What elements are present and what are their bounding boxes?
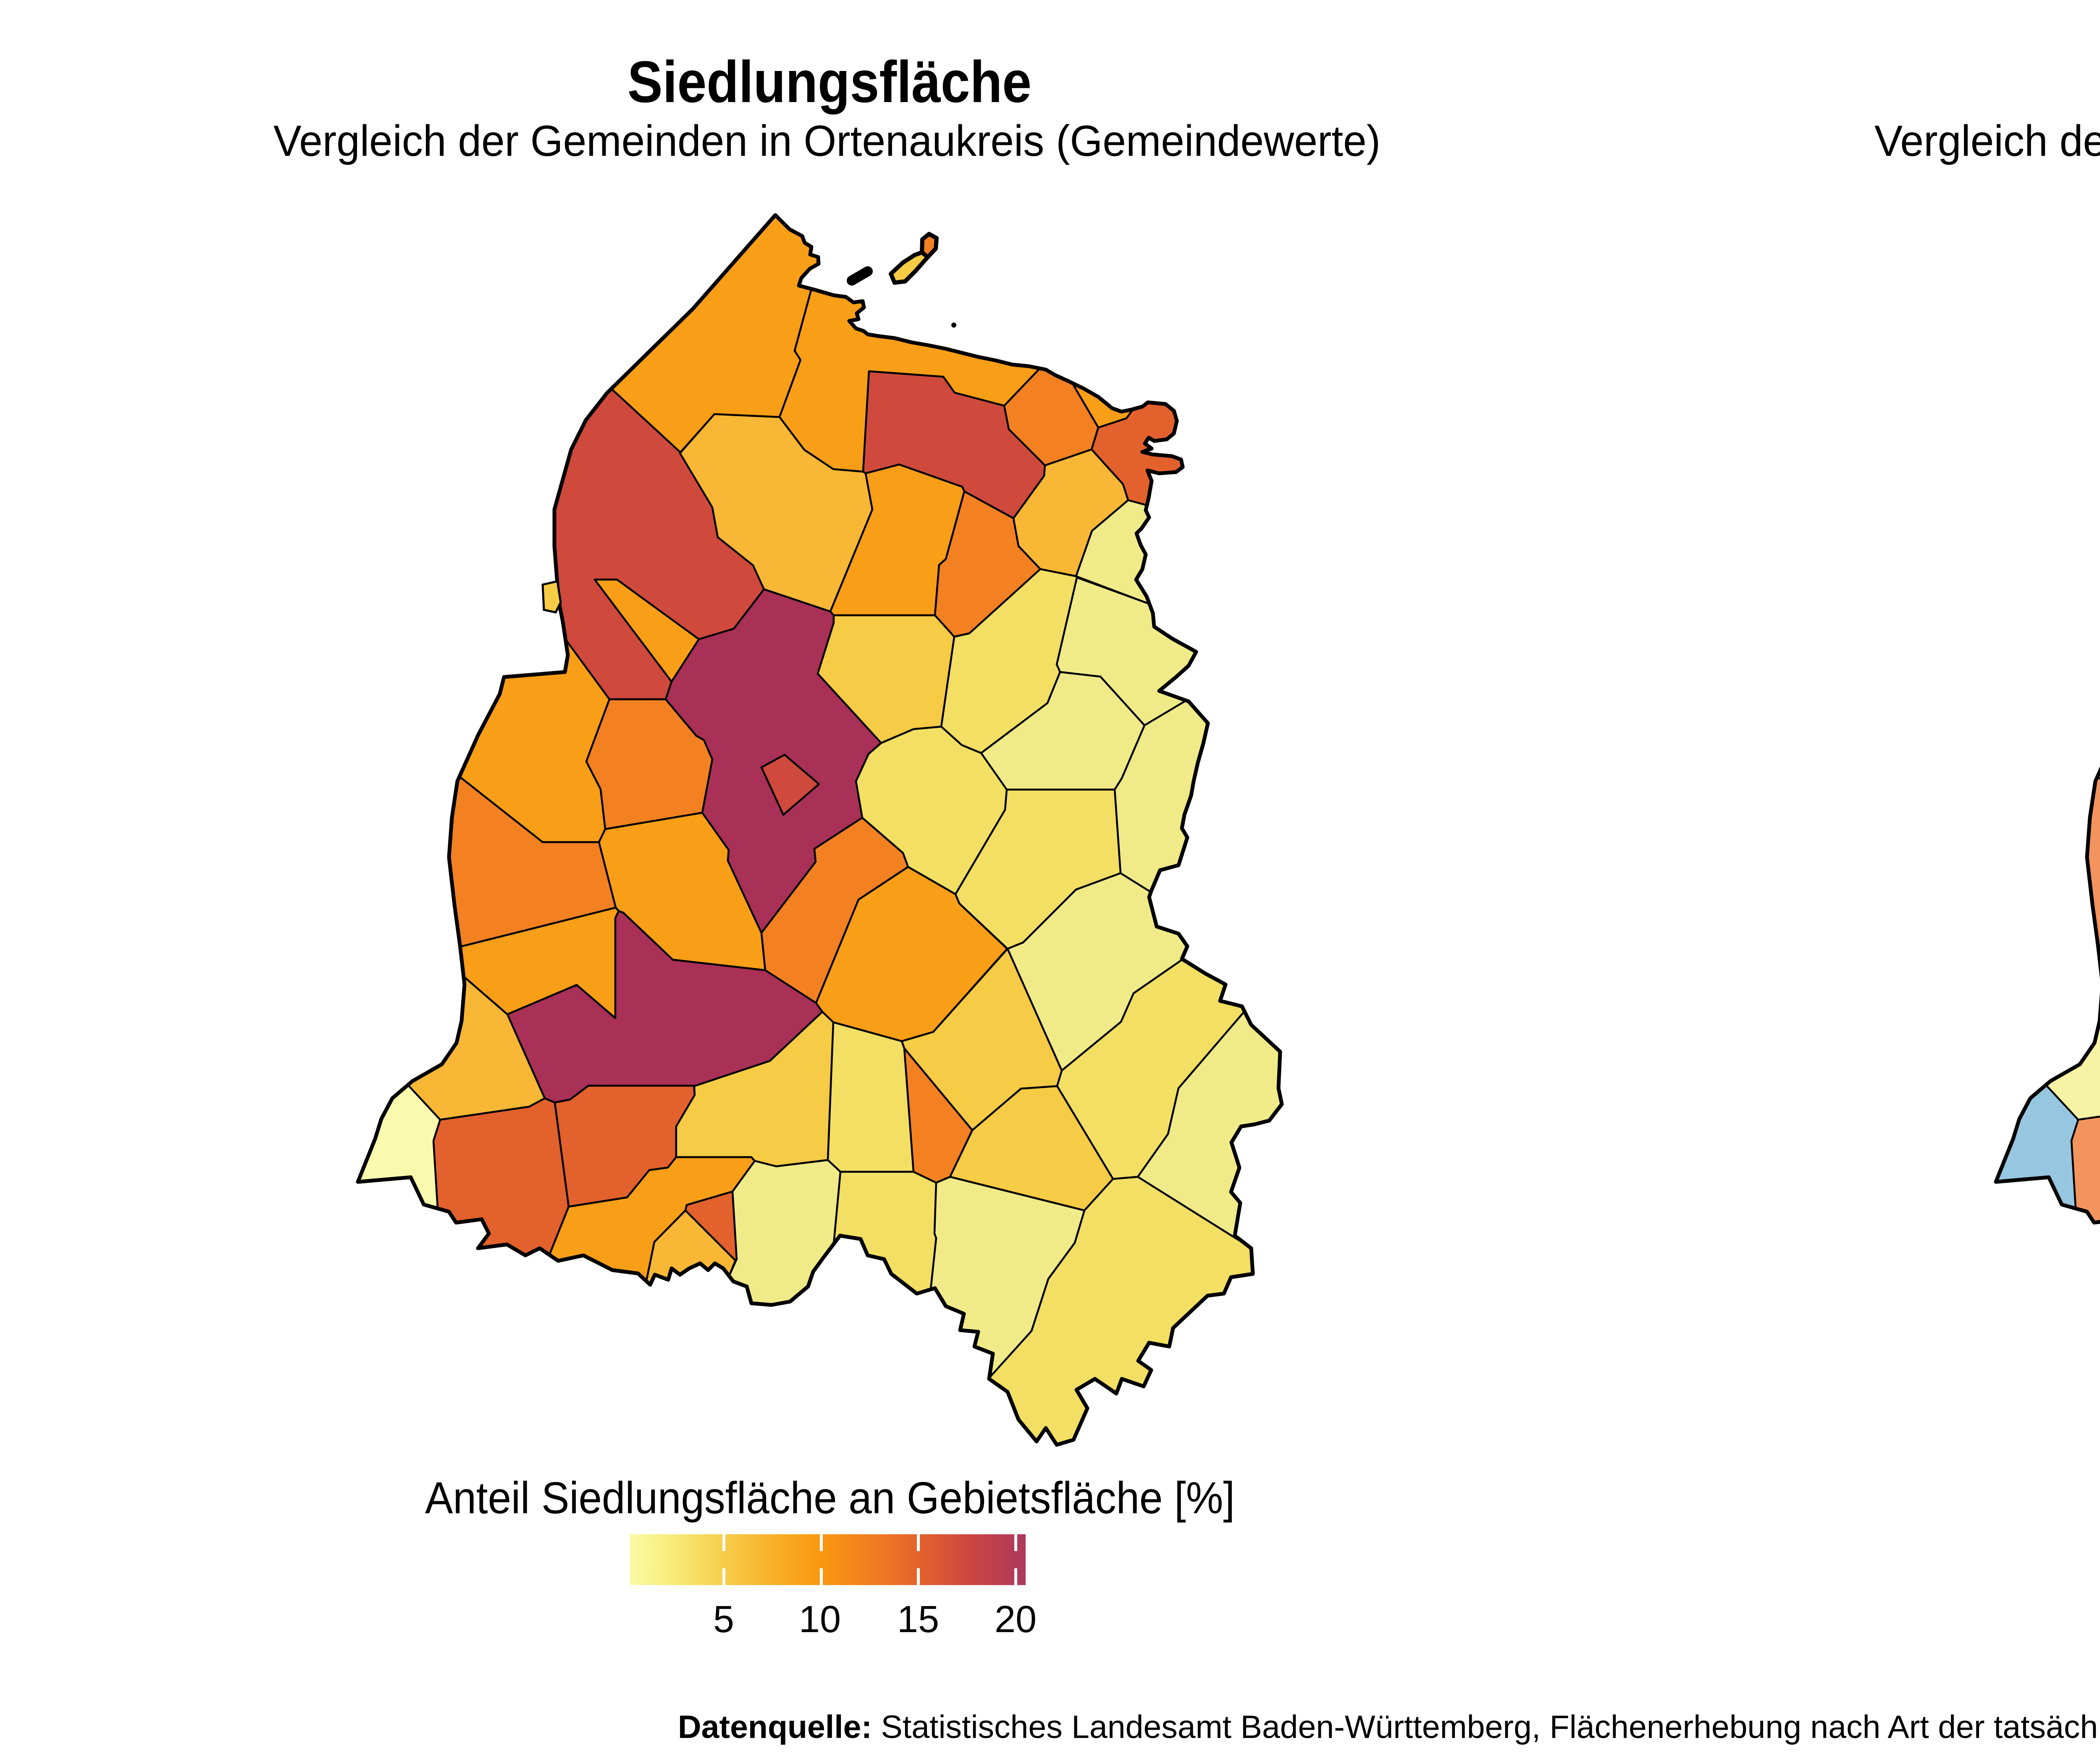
svg-text:Vergleich der Gemeinden in Ort: Vergleich der Gemeinden in Ortenaukreis …: [1874, 117, 2100, 165]
svg-text:10: 10: [799, 1599, 841, 1641]
svg-text:Siedlungsfläche: Siedlungsfläche: [627, 49, 1032, 115]
svg-text:5: 5: [713, 1599, 734, 1641]
svg-text:20: 20: [995, 1599, 1037, 1641]
svg-text:Vergleich der Gemeinden in Ort: Vergleich der Gemeinden in Ortenaukreis …: [273, 117, 1381, 165]
svg-text:Datenquelle: Statistisches Lan: Datenquelle: Statistisches Landesamt Bad…: [678, 1709, 2100, 1745]
svg-text:15: 15: [897, 1599, 939, 1641]
svg-text:Anteil Siedlungsfläche an Gebi: Anteil Siedlungsfläche an Gebietsfläche …: [425, 1473, 1235, 1523]
